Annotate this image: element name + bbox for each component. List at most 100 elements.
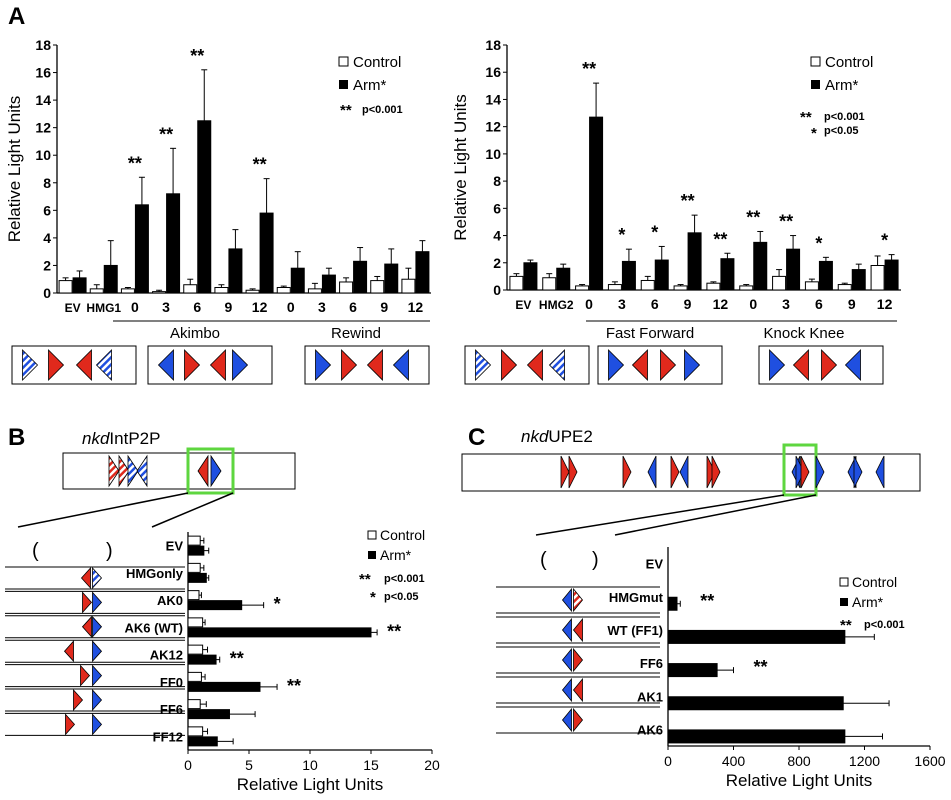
hmg-site <box>622 455 632 489</box>
significance-marker: * <box>618 225 625 245</box>
sig-key-single: * <box>811 125 817 142</box>
significance-marker: * <box>274 594 281 614</box>
panel-letter-b: B <box>8 424 25 451</box>
bar-arm <box>166 193 181 294</box>
significance-marker: ** <box>779 212 793 232</box>
construct-diagrams-a <box>11 345 884 385</box>
x-tick-label: 0 <box>287 299 295 315</box>
x-tick-label: 0 <box>664 753 672 769</box>
group-label-fast-forward: Fast Forward <box>606 325 694 342</box>
significance-marker: ** <box>746 207 760 227</box>
bar-control <box>739 285 754 291</box>
y-tick-label: FF0 <box>160 675 183 690</box>
chart-a-right: 0 2 4 6 8 10 12 14 16 18 Relative Light Units EV HMG… <box>451 37 901 312</box>
hmg-site <box>631 349 648 381</box>
y-axis-label: Relative Light Units <box>451 94 470 240</box>
bar-control <box>187 644 204 655</box>
y-tick-label: 4 <box>43 230 51 246</box>
x-tick-label: 0 <box>749 296 757 312</box>
helper-site <box>92 713 103 736</box>
bar-control <box>307 288 322 294</box>
helper-site <box>392 349 409 381</box>
sig-key-single: * <box>370 589 376 606</box>
helper-site <box>561 587 572 613</box>
bar-arm <box>818 260 833 291</box>
helper-site <box>92 591 103 614</box>
y-tick-label: 14 <box>35 92 51 108</box>
bar-arm <box>667 729 846 744</box>
hmg-site <box>526 349 543 381</box>
hmg-site <box>82 591 93 614</box>
x-tick-label: 6 <box>193 299 201 315</box>
bar-arm <box>187 736 218 747</box>
x-tick-label: 5 <box>245 757 253 773</box>
y-tick-label: AK12 <box>150 648 183 663</box>
x-tick-label: 3 <box>318 299 326 315</box>
y-tick-label: 12 <box>485 119 501 135</box>
helper-site <box>853 455 863 489</box>
hmg-site-mutant <box>573 587 584 613</box>
hmg-site <box>341 349 358 381</box>
helper-site <box>875 455 885 489</box>
significance-marker: ** <box>713 229 727 249</box>
y-tick-label: 16 <box>35 65 51 81</box>
y-tick-label: HMGmut <box>609 590 664 605</box>
hmg-site <box>209 349 226 381</box>
y-tick-label: 2 <box>493 255 501 271</box>
bar-arm <box>667 629 846 644</box>
hmg-site <box>573 707 584 733</box>
hmg-site <box>75 349 92 381</box>
y-tick-label: 10 <box>485 146 501 162</box>
bar-control <box>120 288 135 294</box>
hmg-site <box>792 349 809 381</box>
legend-control-swatch <box>367 530 377 540</box>
helper-site <box>608 349 625 381</box>
x-tick-label: 6 <box>349 299 357 315</box>
group-label-knock-knee: Knock Knee <box>764 325 845 342</box>
helper-site <box>210 454 222 488</box>
y-tick-label: 0 <box>493 282 501 298</box>
y-tick-label: 6 <box>493 200 501 216</box>
bar-control <box>542 277 557 291</box>
helper-site <box>561 677 572 703</box>
significance-marker: ** <box>681 191 695 211</box>
bar-arm <box>321 274 336 294</box>
helper-site <box>815 455 825 489</box>
bar-arm <box>687 232 702 291</box>
legend-arm-label: Arm* <box>353 77 386 94</box>
legend-arm-label: Arm* <box>380 547 412 563</box>
bar-arm <box>187 681 261 692</box>
x-tick-label: 20 <box>424 757 440 773</box>
helper-site-mutant <box>22 349 39 381</box>
hmg-site <box>706 455 716 489</box>
x-tick-label: 10 <box>302 757 318 773</box>
paren-close: ) <box>592 549 599 571</box>
legend-arm-swatch <box>811 80 820 89</box>
significance-marker: ** <box>287 676 301 696</box>
bar-control <box>152 291 167 294</box>
helper-site <box>92 688 103 712</box>
y-tick-label: HMGonly <box>126 566 184 581</box>
significance-marker: * <box>881 231 888 251</box>
paren-open: ( <box>540 549 547 571</box>
hmg-site <box>48 349 65 381</box>
significance-marker: ** <box>128 153 142 173</box>
bar-control <box>187 726 204 737</box>
zoom-line <box>151 492 234 528</box>
significance-marker: * <box>815 233 822 253</box>
bar-control <box>187 590 200 601</box>
significance-marker: ** <box>230 649 244 669</box>
bar-control <box>706 282 721 291</box>
bar-control <box>187 617 204 628</box>
zoom-line <box>614 494 817 536</box>
bar-control <box>673 285 688 291</box>
highlight-box-b <box>186 447 235 495</box>
bar-arm <box>290 267 305 294</box>
bar-control <box>89 288 104 294</box>
bar-control <box>401 278 416 294</box>
legend-control-label: Control <box>852 574 897 590</box>
x-tick-label: EV <box>65 301 81 315</box>
legend-arm-swatch <box>339 80 348 89</box>
bar-control <box>804 281 819 291</box>
